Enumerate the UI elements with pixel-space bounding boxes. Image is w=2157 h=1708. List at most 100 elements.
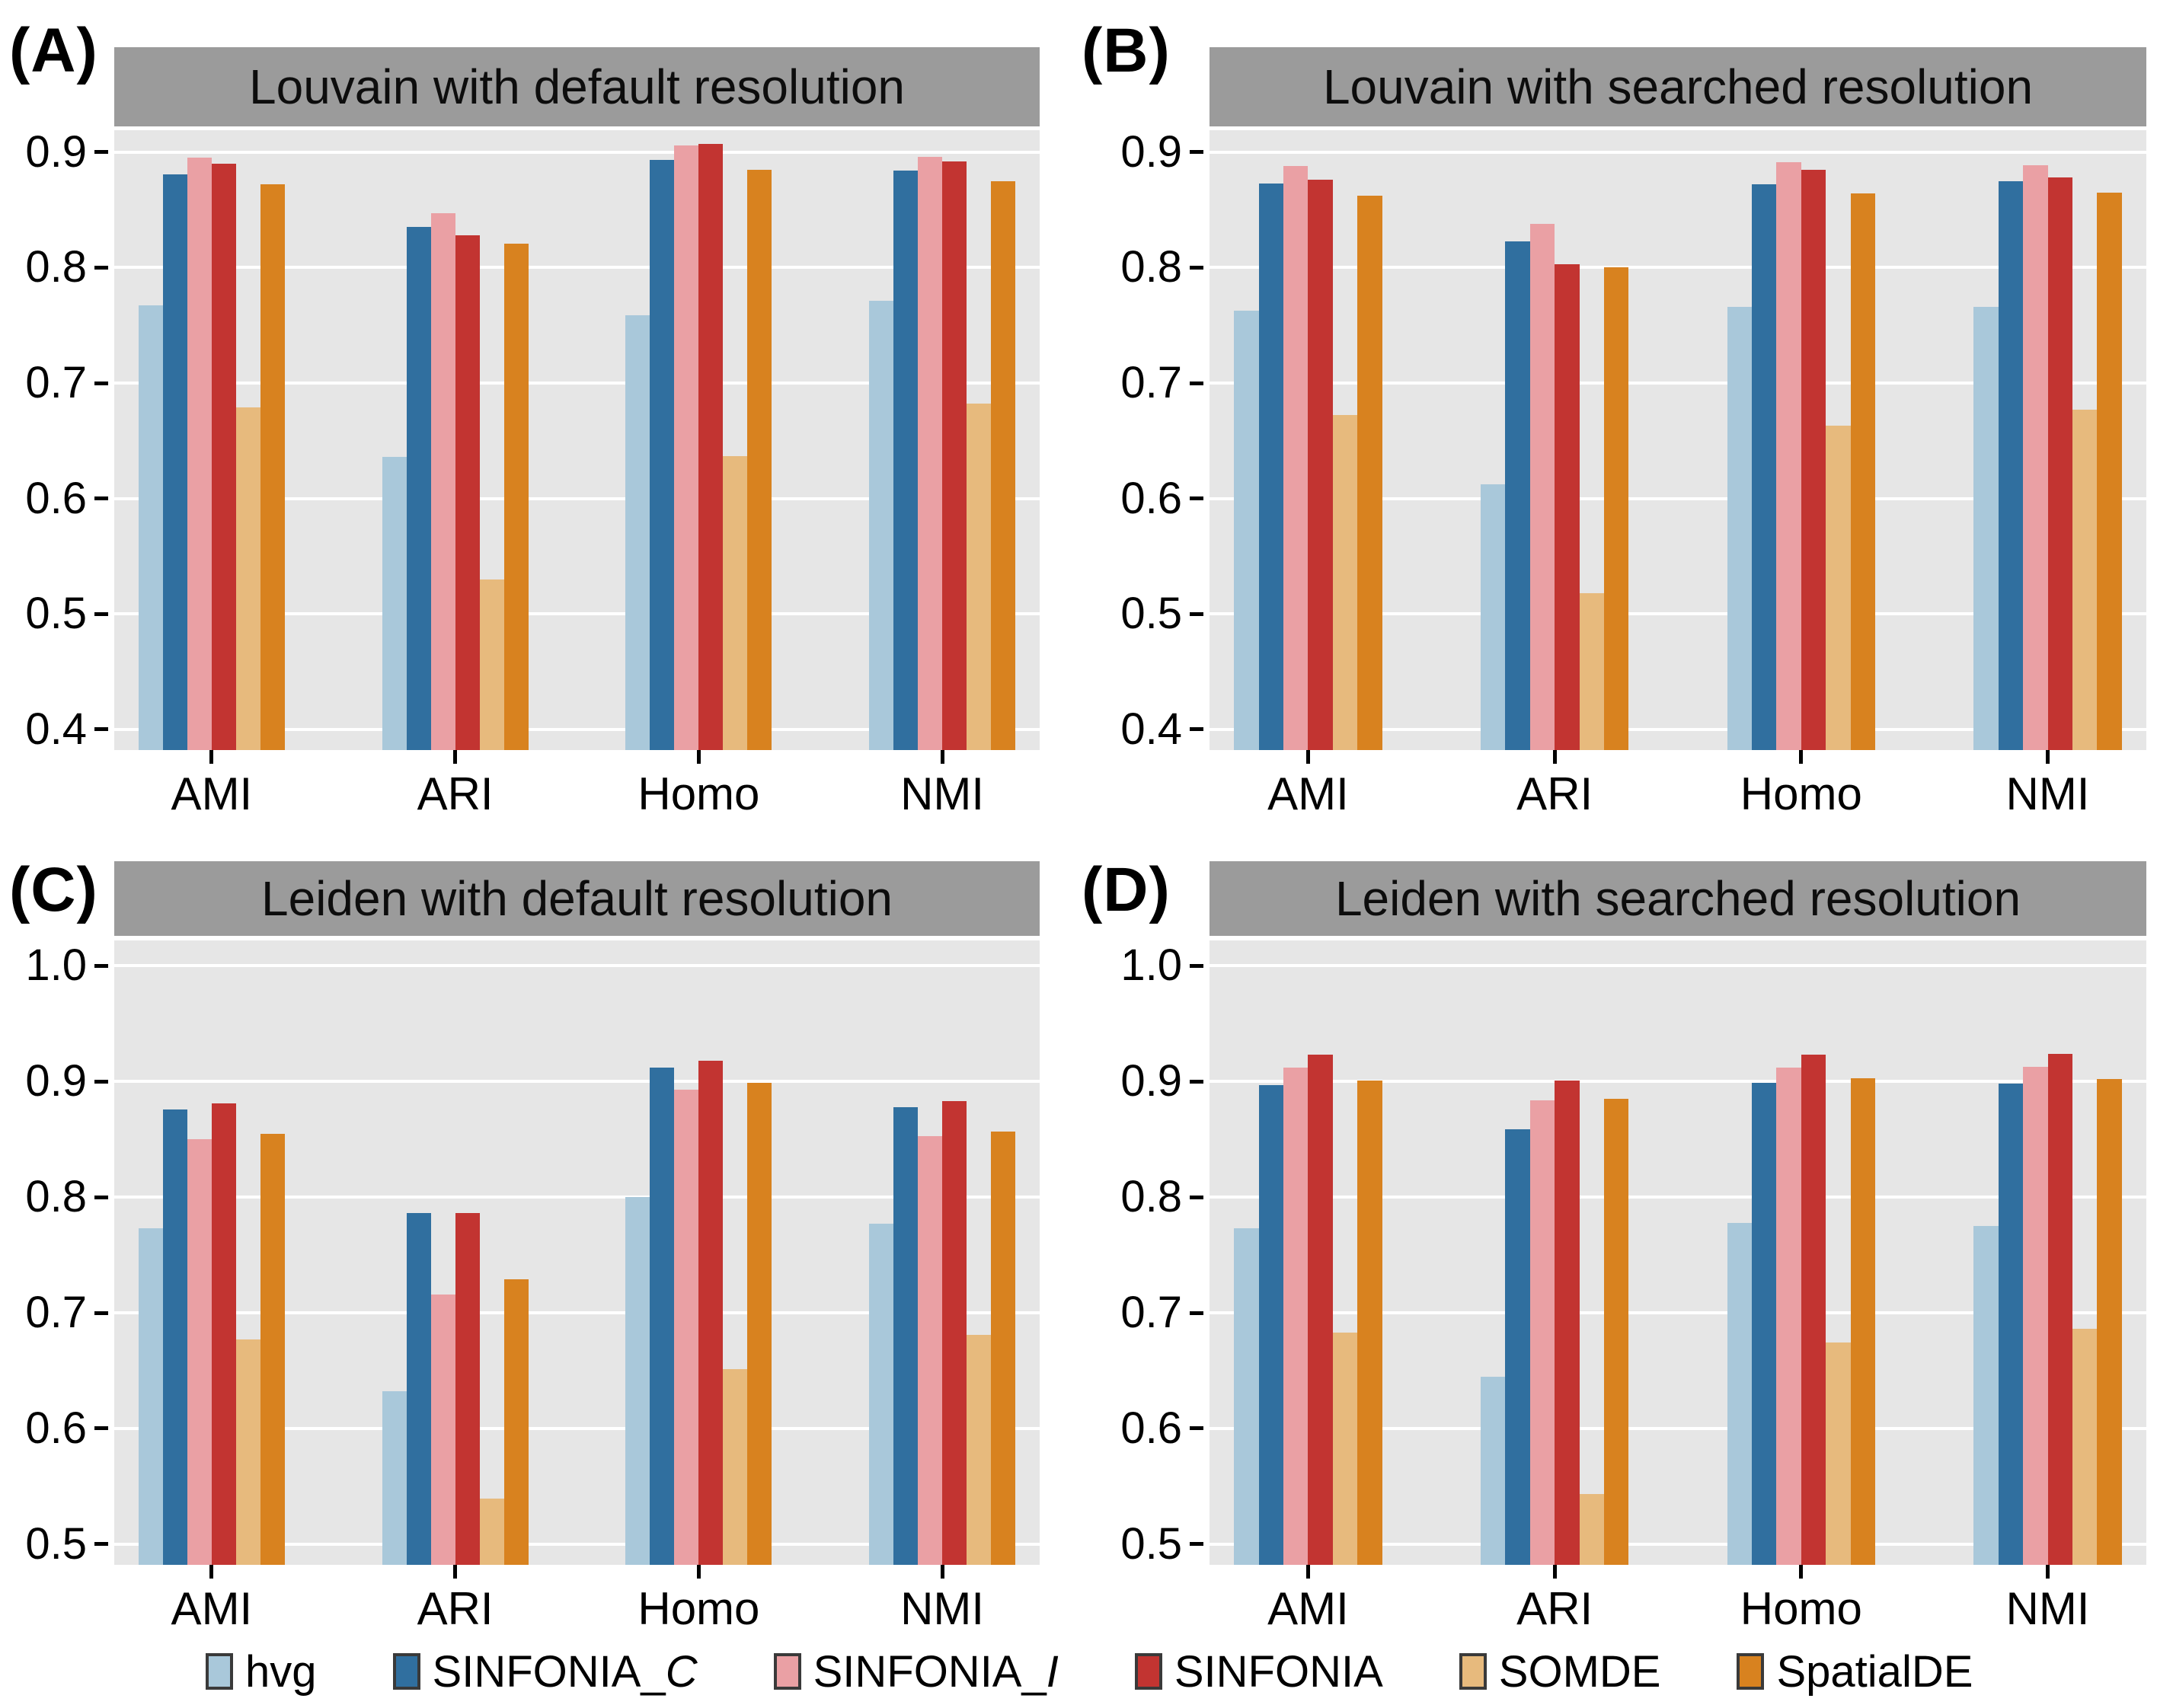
x-axis-tick — [453, 1565, 458, 1579]
gridline — [1210, 612, 2146, 616]
y-axis-tick-label: 1.0 — [1120, 940, 1182, 991]
y-axis-tick — [94, 1079, 108, 1084]
legend-item-sinfonia_i: SINFONIA_I — [773, 1646, 1059, 1697]
bar-sinfonia_i — [1283, 1068, 1308, 1565]
gridline — [114, 1542, 1040, 1546]
bar-sinfonia_i — [2023, 164, 2048, 750]
bar-sinfonia_i — [2023, 1066, 2048, 1565]
y-axis-tick — [1190, 1311, 1203, 1315]
bar-sinfonia_i — [1530, 223, 1555, 750]
y-axis-tick — [1190, 1195, 1203, 1199]
gridline — [114, 496, 1040, 500]
bar-spatialde — [1604, 1099, 1628, 1565]
bar-hvg — [1727, 1222, 1752, 1565]
bar-sinfonia_c — [1259, 183, 1283, 750]
x-axis-tick-label: ARI — [417, 768, 494, 819]
legend-label-italic-suffix: I — [1046, 1646, 1059, 1697]
x-axis-tick-label: NMI — [2005, 768, 2090, 819]
panel-tag-a: (A) — [9, 16, 98, 85]
bar-somde — [2072, 409, 2097, 750]
bar-somde — [723, 1369, 747, 1565]
gridline — [1210, 496, 2146, 500]
x-axis-tick — [1552, 750, 1557, 764]
bar-sinfonia_i — [431, 213, 455, 750]
legend-label: hvg — [245, 1646, 317, 1697]
legend-item-sinfonia: SINFONIA — [1134, 1646, 1383, 1697]
bar-somde — [1580, 1494, 1604, 1565]
bar-sinfonia — [942, 161, 967, 750]
gridline — [114, 1311, 1040, 1314]
panel-strip: Louvain with searched resolution — [1210, 47, 2146, 126]
y-axis-tick — [94, 1195, 108, 1199]
panel-strip: Louvain with default resolution — [114, 47, 1040, 126]
y-axis-tick — [1190, 727, 1203, 732]
y-axis-tick-label: 0.7 — [1120, 358, 1182, 407]
bar-somde — [1826, 426, 1851, 750]
y-axis-tick-label: 0.9 — [1120, 1056, 1182, 1106]
y-axis-tick — [1190, 1426, 1203, 1431]
bar-hvg — [1481, 484, 1505, 750]
bar-spatialde — [991, 180, 1015, 750]
bar-somde — [1580, 592, 1604, 750]
y-axis-tick — [1190, 963, 1203, 968]
x-axis-tick — [2046, 1565, 2050, 1579]
bar-hvg — [625, 314, 650, 750]
y-axis-tick-label: 0.4 — [25, 704, 87, 754]
x-axis-tick-label: AMI — [1267, 1583, 1349, 1634]
bar-sinfonia_i — [674, 145, 698, 750]
bar-spatialde — [504, 243, 529, 750]
y-axis-tick-label: 0.7 — [1120, 1288, 1182, 1337]
y-axis-tick — [1190, 265, 1203, 270]
panel-title: Leiden with default resolution — [261, 871, 893, 926]
x-axis-tick-label: AMI — [171, 1583, 253, 1634]
legend-swatch-somde — [1459, 1653, 1487, 1690]
y-axis-tick-label: 0.7 — [25, 1288, 87, 1337]
x-axis-tick-label: AMI — [171, 768, 253, 819]
bar-sinfonia_c — [650, 160, 674, 750]
legend-swatch-hvg — [206, 1653, 233, 1690]
bar-sinfonia_i — [1283, 166, 1308, 750]
x-axis-tick — [2046, 750, 2050, 764]
gridline — [1210, 1542, 2146, 1546]
bar-somde — [723, 455, 747, 750]
x-axis-tick-label: ARI — [1516, 1583, 1593, 1634]
bar-sinfonia — [1801, 1055, 1826, 1565]
x-axis-tick — [453, 750, 458, 764]
y-axis-tick — [1190, 150, 1203, 155]
panel-tag-d: (D) — [1082, 855, 1171, 924]
y-axis-tick-label: 0.9 — [25, 1056, 87, 1106]
bar-sinfonia_c — [163, 1109, 187, 1565]
y-axis-tick — [94, 611, 108, 616]
x-axis-tick — [696, 1565, 701, 1579]
bar-sinfonia_i — [674, 1089, 698, 1565]
gridline — [114, 612, 1040, 616]
y-axis-tick-label: 0.6 — [25, 1403, 87, 1453]
legend-item-hvg: hvg — [206, 1646, 317, 1697]
bar-sinfonia_c — [893, 1106, 918, 1565]
legend-swatch-sinfonia_i — [773, 1653, 801, 1690]
x-axis-tick — [1552, 1565, 1557, 1579]
y-axis-tick — [94, 265, 108, 270]
bar-sinfonia — [1555, 1080, 1580, 1565]
x-axis-tick-label: Homo — [638, 768, 760, 819]
bar-sinfonia_i — [431, 1294, 455, 1565]
bar-somde — [236, 407, 260, 750]
bar-sinfonia_c — [650, 1068, 674, 1565]
bar-hvg — [139, 305, 163, 750]
bar-sinfonia — [942, 1101, 967, 1565]
legend-swatch-sinfonia_c — [392, 1653, 420, 1690]
panel-tag-b: (B) — [1082, 16, 1171, 85]
x-axis-tick-label: Homo — [638, 1583, 760, 1634]
x-axis-tick — [1306, 1565, 1310, 1579]
y-axis-tick-label: 1.0 — [25, 940, 87, 991]
x-axis-tick — [696, 750, 701, 764]
gridline — [1210, 964, 2146, 968]
gridline — [114, 1426, 1040, 1430]
gridline — [114, 727, 1040, 731]
bar-spatialde — [1851, 1077, 1875, 1565]
bar-hvg — [139, 1228, 163, 1565]
y-axis-tick-label: 0.9 — [25, 126, 87, 177]
y-axis-tick — [94, 727, 108, 732]
bar-spatialde — [2097, 1079, 2122, 1565]
legend-label: SOMDE — [1498, 1646, 1661, 1697]
